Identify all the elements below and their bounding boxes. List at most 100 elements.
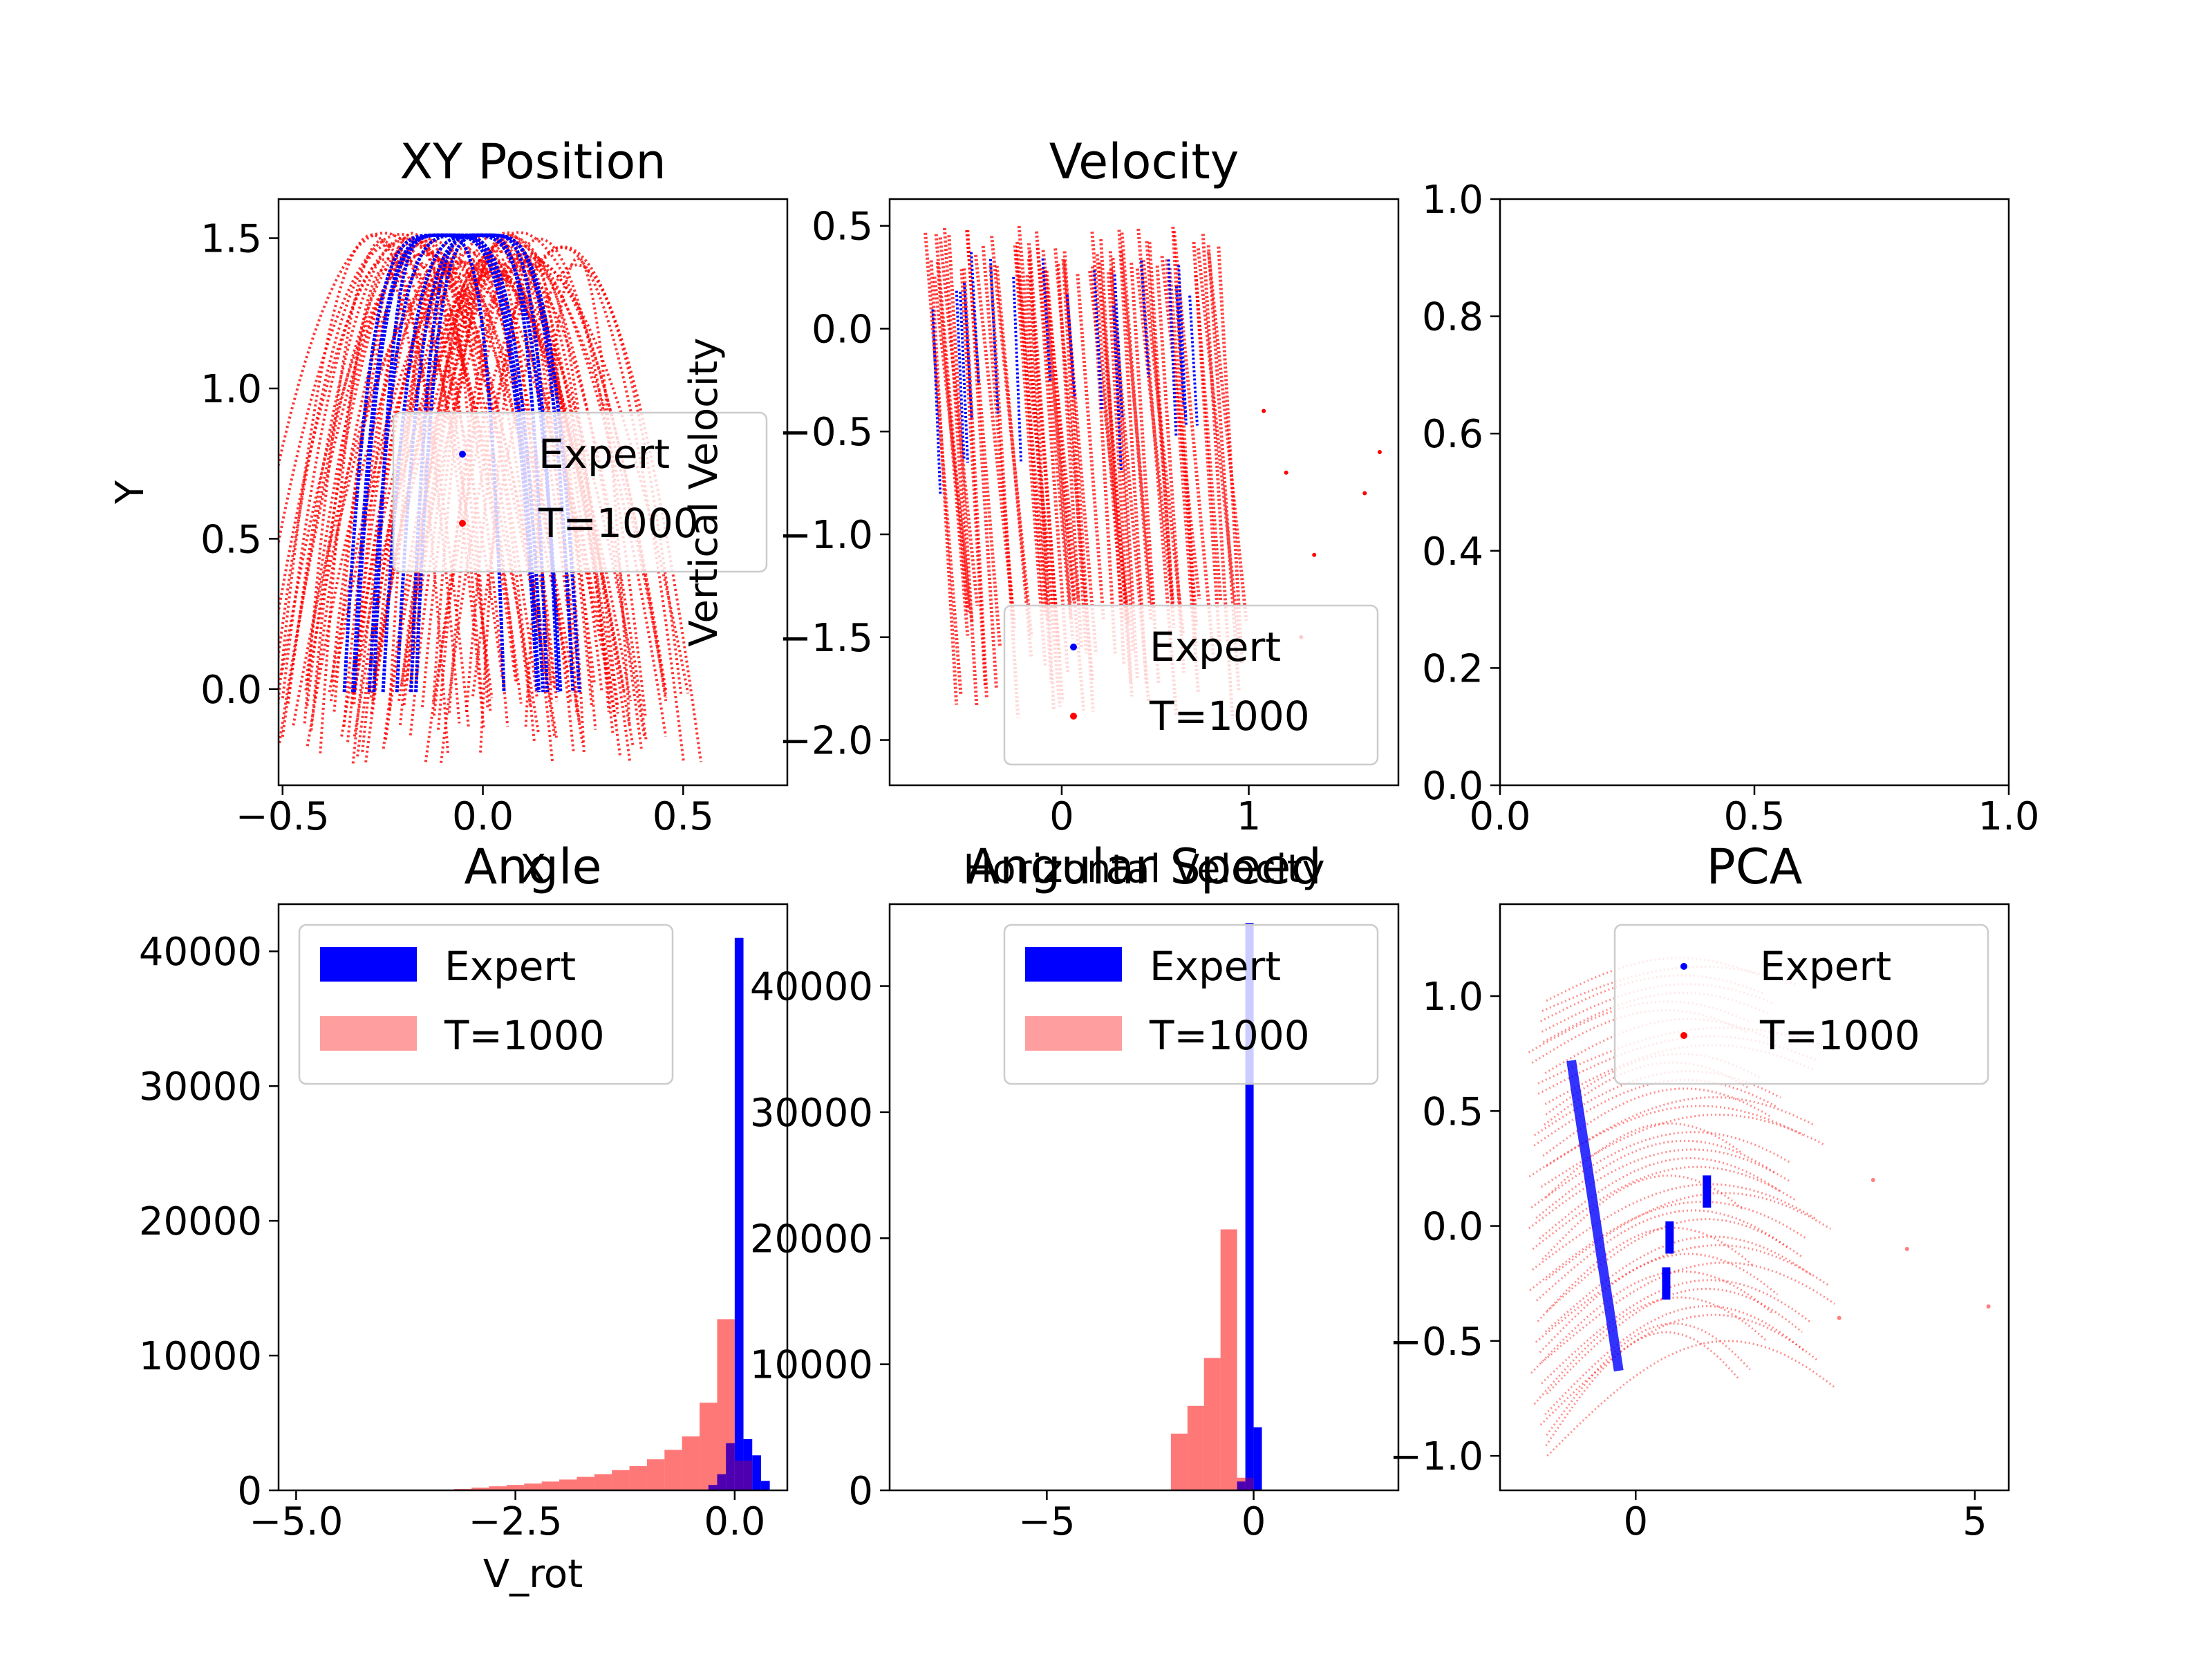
scatter-point-policy (1544, 1235, 1813, 1333)
scatter-point-expert (1177, 303, 1188, 421)
legend-marker (1680, 963, 1687, 970)
bar-policy-overlay (559, 1479, 577, 1490)
bar-policy (646, 1459, 665, 1490)
scatter-point-policy (965, 229, 1002, 647)
x-tick-label: 5 (1962, 1499, 1987, 1544)
bar-policy-overlay (524, 1483, 542, 1490)
scatter-point-policy (934, 234, 970, 615)
bar-policy-overlay (1203, 1358, 1221, 1490)
scatter-point-policy (962, 268, 988, 699)
legend-label: T=1000 (1149, 693, 1310, 740)
scatter-point-policy (279, 233, 470, 729)
scatter-point-policy (280, 252, 570, 675)
y-tick-label: −1.5 (779, 616, 873, 661)
scatter-point-policy (351, 259, 554, 764)
y-tick-label: 0 (848, 1469, 873, 1514)
bar-policy-overlay (1237, 1477, 1254, 1490)
scatter-point-policy (329, 268, 632, 702)
legend-label: T=1000 (444, 1012, 605, 1059)
scatter-point-expert (955, 290, 966, 459)
scatter-point-expert (1012, 276, 1023, 462)
axes-empty: 0.0 0.5 1.0 0.0 0.2 0.4 0.6 0.8 1.0 (1422, 178, 2040, 839)
legend-label: Expert (444, 943, 576, 990)
bar-policy (541, 1481, 560, 1490)
scatter-point-policy (1545, 1192, 1832, 1281)
y-tick-label: 0.6 (1422, 412, 1483, 457)
x-tick-label: 0.5 (653, 794, 714, 839)
legend-label: Expert (1150, 943, 1281, 990)
scatter-point-policy (1541, 1279, 1812, 1385)
chart-title: Velocity (1049, 133, 1239, 190)
legend-swatch (320, 947, 417, 982)
scatter-point-policy (942, 227, 971, 609)
scatter-point-policy (1119, 251, 1154, 608)
bar-policy-overlay (717, 1319, 735, 1490)
bar-policy (489, 1486, 507, 1490)
scatter-point-expert (1065, 294, 1076, 399)
scatter-point-expert (1566, 1060, 1624, 1372)
scatter-point-policy (1546, 1287, 1803, 1395)
scatter-point-policy (1120, 232, 1153, 622)
bar-expert (734, 937, 744, 1490)
bar-policy-overlay (646, 1459, 665, 1490)
scatter-point-policy (1160, 256, 1201, 599)
scatter-point-policy (1837, 1315, 1841, 1320)
x-tick-label: −5.0 (249, 1499, 343, 1544)
x-axis-label: V_rot (483, 1552, 583, 1597)
legend-box (1003, 604, 1379, 766)
bar-policy-overlay (471, 1488, 489, 1490)
x-tick-label: 0 (1241, 1499, 1266, 1544)
scatter-point-policy (1018, 276, 1060, 648)
scatter-point-policy (1028, 250, 1065, 702)
chart-title: XY Position (400, 133, 666, 190)
legend-label: T=1000 (538, 500, 699, 547)
axes-vel: 0 1 −2.0 −1.5 −1.0 −0.5 0.0 0.5 Velocity Horizont… (682, 133, 1400, 892)
scatter-point-expert (1140, 260, 1150, 377)
scatter-point-policy (1537, 1226, 1755, 1322)
bar-policy-overlay (506, 1485, 525, 1490)
scatter-point-policy (1171, 226, 1198, 646)
bar-expert (1237, 1481, 1246, 1490)
legend-box (392, 411, 768, 573)
legend-marker (459, 451, 466, 458)
scatter-point-policy (1535, 1209, 1789, 1302)
axes-frame (277, 903, 789, 1492)
scatter-point-policy (924, 232, 963, 695)
scatter-point-expert (988, 259, 1000, 414)
scatter-point-policy (1531, 1183, 1818, 1271)
scatter-point-policy (1544, 1304, 1805, 1416)
x-tick-label: 1 (1237, 794, 1262, 839)
y-tick-label: 30000 (750, 1091, 873, 1136)
scatter-point-expert (959, 291, 969, 463)
bar-policy-overlay (664, 1450, 682, 1490)
scatter-point-policy (1535, 1139, 1775, 1219)
scatter-point-policy (1986, 1304, 1991, 1309)
scatter-point-policy (1284, 470, 1288, 475)
scatter-point-policy (990, 236, 1033, 637)
legend-swatch (320, 1016, 417, 1051)
axes-pca: 0 5 −1.0 −0.5 0.0 0.5 1.0 PCA Expert T=1000 (1389, 838, 2010, 1544)
scatter-point-policy (304, 259, 614, 691)
bar-policy (700, 1403, 718, 1490)
bar-policy (594, 1474, 612, 1490)
legend-label: Expert (1150, 624, 1281, 671)
bar-policy-overlay (1220, 1229, 1237, 1490)
scatter-point-policy (342, 263, 509, 727)
y-tick-label: 0.5 (812, 205, 873, 250)
x-axis-label: X (520, 847, 546, 892)
chart-title: Angular Speed (966, 838, 1322, 895)
scatter-point-policy (1542, 991, 1768, 1043)
y-tick-label: 10000 (139, 1334, 262, 1379)
bar-policy (559, 1479, 577, 1490)
scatter-point-policy (1362, 491, 1367, 496)
scatter-point-policy (370, 269, 619, 714)
scatter-point-policy (1535, 1244, 1829, 1343)
scatter-point-policy (1062, 261, 1098, 655)
legend-marker (1680, 1032, 1687, 1039)
axes-angspeed: −5 0 0 10000 20000 30000 40000 Angular Speed Exp… (750, 838, 1400, 1544)
y-tick-label: 1.0 (1422, 975, 1483, 1020)
y-tick-label: 0.2 (1422, 646, 1483, 691)
axes-frame (277, 198, 789, 787)
bar-policy (664, 1450, 682, 1490)
scatter-point-policy (988, 265, 1020, 718)
